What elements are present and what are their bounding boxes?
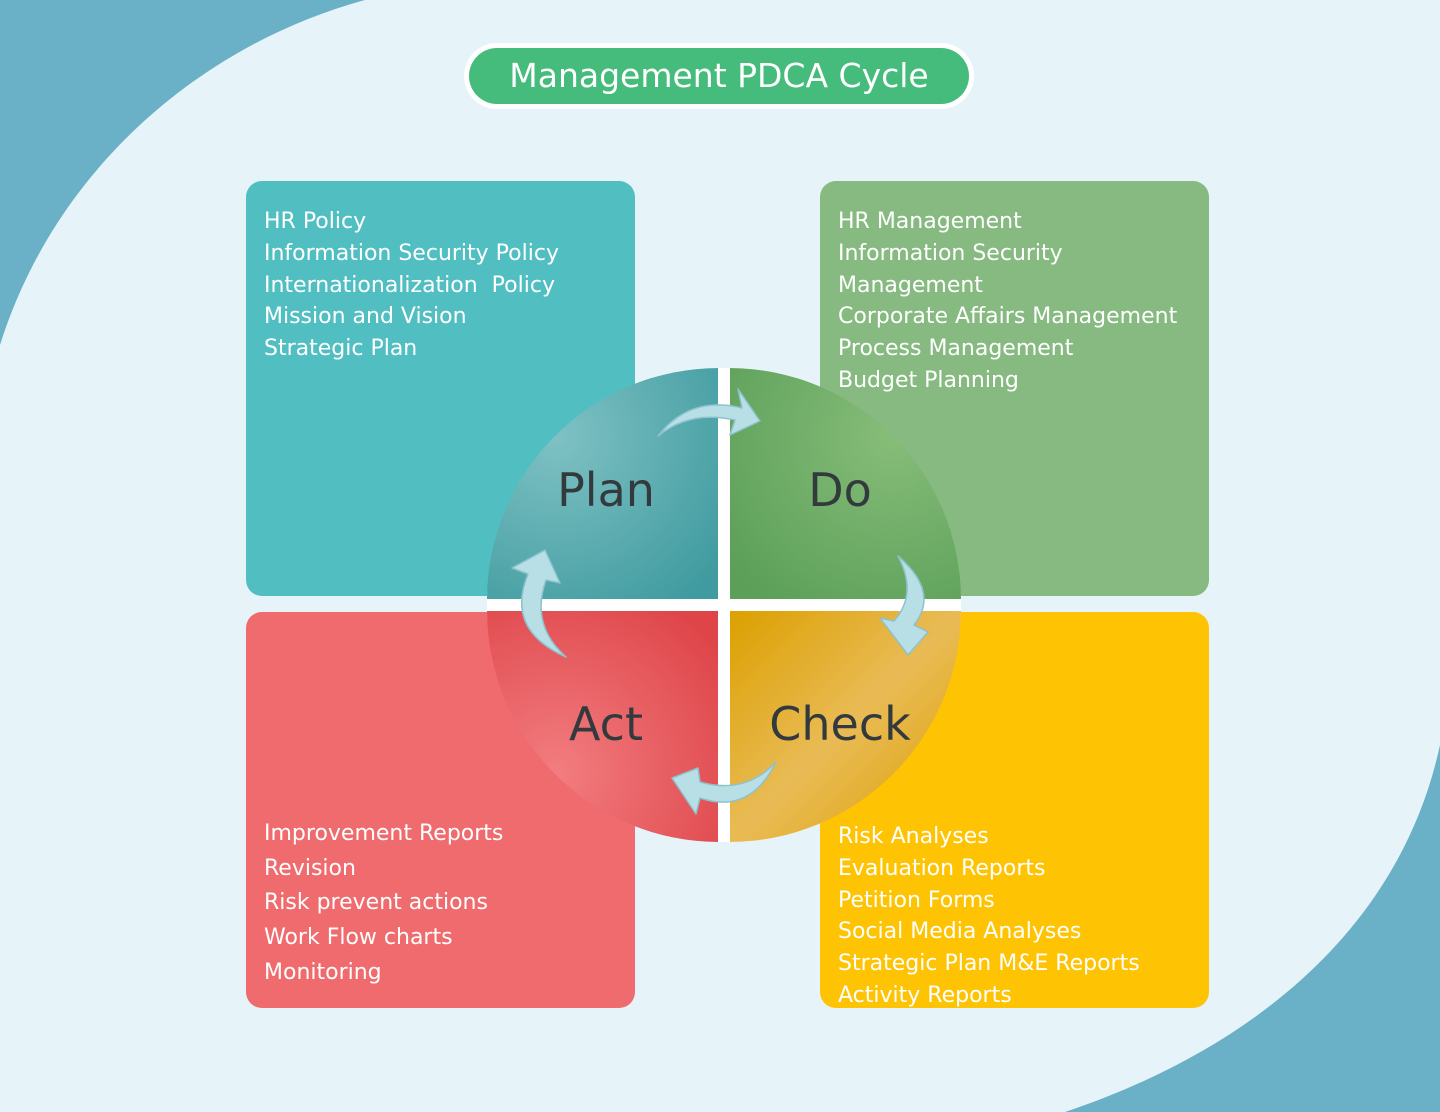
- do-quadrant: [730, 368, 961, 599]
- act-item-list: Improvement Reports Revision Risk preven…: [264, 817, 635, 991]
- do-label: Do: [808, 463, 872, 517]
- act-item: Risk prevent actions: [264, 890, 488, 916]
- act-item: Monitoring: [264, 959, 382, 985]
- pdca-cycle: [487, 368, 961, 842]
- act-item: Improvement Reports: [264, 821, 504, 846]
- check-item: Risk Analyses: [838, 824, 989, 849]
- do-item: HR Management: [838, 209, 1022, 234]
- title-badge: Management PDCA Cycle: [464, 43, 974, 109]
- act-label: Act: [569, 697, 643, 751]
- plan-box: HR Policy Information Security Policy In…: [246, 181, 635, 596]
- do-item: Budget Planning: [838, 367, 1019, 393]
- arrow-do-to-check-icon: [879, 555, 929, 656]
- plan-item-list: HR Policy Information Security Policy In…: [264, 206, 635, 365]
- check-item: Petition Forms: [838, 887, 995, 913]
- check-item: Activity Reports: [838, 982, 1012, 1008]
- do-item: Information Security: [838, 240, 1063, 266]
- plan-item: Strategic Plan: [264, 336, 418, 362]
- arrow-plan-to-do-icon: [657, 388, 761, 437]
- arrow-check-to-act-icon: [671, 761, 777, 815]
- plan-item: Mission and Vision: [264, 304, 467, 330]
- top-left-wave: [0, 0, 365, 345]
- check-item-list: Risk Analyses Evaluation Reports Petitio…: [838, 821, 1209, 1012]
- plan-item: Internationalization Policy: [264, 272, 555, 298]
- diagram-title: Management PDCA Cycle: [469, 48, 969, 104]
- act-item: Revision: [264, 855, 356, 881]
- plan-quadrant: [487, 368, 718, 599]
- check-item: Evaluation Reports: [838, 855, 1046, 881]
- do-item: Management: [838, 272, 983, 298]
- check-item: Social Media Analyses: [838, 919, 1082, 945]
- do-box: HR Management Information Security Manag…: [820, 181, 1209, 596]
- bottom-right-wave: [1065, 745, 1440, 1112]
- do-item: Process Management: [838, 336, 1074, 362]
- plan-item: Information Security Policy: [264, 240, 559, 266]
- check-quadrant: [730, 611, 961, 842]
- act-item: Work Flow charts: [264, 925, 453, 951]
- check-item: Strategic Plan M&E Reports: [838, 951, 1140, 977]
- act-quadrant: [487, 611, 718, 842]
- arrow-act-to-plan-icon: [511, 549, 567, 658]
- plan-label: Plan: [557, 463, 655, 517]
- do-item: Corporate Affairs Management: [838, 304, 1178, 330]
- plan-item: HR Policy: [264, 209, 367, 234]
- do-item-list: HR Management Information Security Manag…: [838, 206, 1209, 397]
- check-label: Check: [769, 697, 911, 751]
